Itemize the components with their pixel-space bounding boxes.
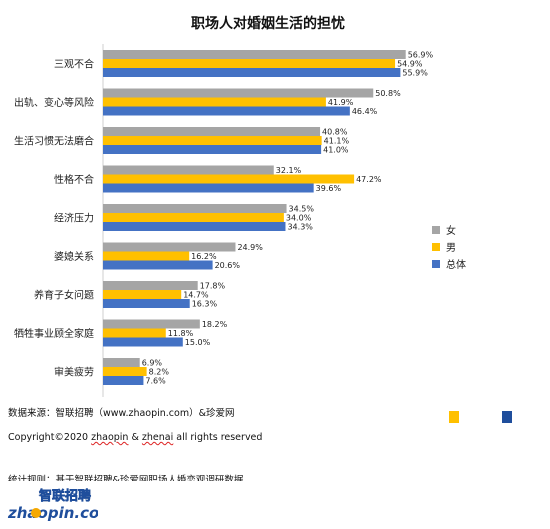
bar-value-label: 47.2% <box>356 175 382 184</box>
bar <box>103 204 287 213</box>
bar <box>103 376 144 385</box>
bar <box>103 165 274 175</box>
legend-swatch <box>432 260 440 268</box>
legend-label: 女 <box>446 224 456 237</box>
bar <box>103 367 147 376</box>
category-label: 养育子女问题 <box>34 289 94 302</box>
bar <box>103 251 190 261</box>
bar <box>103 299 190 308</box>
bar-value-label: 41.1% <box>324 137 350 146</box>
bar-value-label: 34.0% <box>286 214 312 223</box>
bar-value-label: 17.8% <box>200 282 226 291</box>
bars-group: 56.9%54.9%55.9% 50.8% 41.9%46.4% 40.8%41.1%… <box>103 50 434 386</box>
bar-value-label: 6.9% <box>142 359 163 368</box>
bar <box>103 68 401 77</box>
bar-value-label: 15.0% <box>185 338 211 347</box>
bar-value-label: 46.4% <box>352 107 378 116</box>
copyright-prefix: Copyright©2020 <box>8 432 92 443</box>
copyright-amp: & <box>128 432 142 443</box>
copyright-suffix: all rights reserved <box>173 432 263 443</box>
bar-value-label: 50.8% <box>375 89 401 98</box>
category-label: 审美疲劳 <box>54 366 94 379</box>
bar <box>103 174 355 184</box>
bar <box>103 50 406 59</box>
bar <box>103 290 182 299</box>
bar <box>103 358 140 367</box>
bar-value-label: 8.2% <box>149 368 170 377</box>
bar-value-label: 11.8% <box>168 329 194 338</box>
bar-value-label: 41.9% <box>328 98 354 107</box>
bar-value-label: 24.9% <box>237 243 263 252</box>
legend-label: 总体 <box>446 258 466 271</box>
bar-value-label: 18.2% <box>202 320 228 329</box>
chart-title: 职场人对婚姻生活的担忧 <box>191 15 345 32</box>
bar <box>103 337 183 347</box>
bar-value-label: 16.2% <box>191 252 217 261</box>
copyright-brand-zhaopin: zhaopin <box>91 432 129 443</box>
bar-value-label: 34.3% <box>287 223 313 232</box>
category-label: 生活习惯无法磨合 <box>14 135 94 148</box>
category-labels: 三观不合出轨、变心等风险生活习惯无法磨合性格不合经济压力婆媳关系养育子女问题牺牲… <box>14 58 94 379</box>
bar <box>103 281 198 290</box>
logo-line2: zhaopin.com <box>7 504 98 522</box>
yellow-square <box>449 411 459 423</box>
category-label: 三观不合 <box>54 58 94 71</box>
bar <box>103 222 286 231</box>
legend-label: 男 <box>446 242 456 254</box>
bar <box>103 127 321 136</box>
bar <box>103 260 213 270</box>
bar-value-label: 41.0% <box>323 146 349 155</box>
legend-swatch <box>432 243 440 251</box>
category-label: 经济压力 <box>54 212 94 225</box>
bar-value-label: 14.7% <box>183 291 209 300</box>
bar-value-label: 56.9% <box>408 51 434 60</box>
copyright-note: Copyright©2020 zhaopin & zhenai all righ… <box>8 432 262 443</box>
bar <box>103 183 314 193</box>
legend-swatch <box>432 226 440 234</box>
category-label: 性格不合 <box>54 173 94 186</box>
method-note: 统计规则：基于智联招聘&珍爱网职场人婚恋观调研数据 <box>8 475 244 481</box>
bar <box>103 242 236 252</box>
bar-value-label: 54.9% <box>397 60 423 69</box>
bar-value-label: 40.8% <box>322 128 348 137</box>
bar-value-label: 16.3% <box>192 300 218 309</box>
source-note: 数据来源：智联招聘（www.zhaopin.com）&珍爱网 <box>8 408 235 419</box>
bar <box>103 145 322 154</box>
zhaopin-logo: 智联招聘 zhaopin.com <box>7 488 98 522</box>
bar <box>103 106 350 116</box>
copyright-brand-zhenai: zhenai <box>141 432 174 443</box>
bar-value-label: 34.5% <box>289 205 315 214</box>
bar <box>103 213 284 222</box>
blue-square <box>502 411 512 423</box>
category-label: 出轨、变心等风险 <box>14 96 94 109</box>
bar-value-label: 20.6% <box>215 261 241 270</box>
bar <box>103 97 326 107</box>
bar <box>103 328 166 338</box>
bar <box>103 319 200 329</box>
bar-value-label: 55.9% <box>402 69 428 78</box>
bar <box>103 59 396 68</box>
logo-dot-icon <box>31 508 41 518</box>
category-label: 婆媳关系 <box>54 250 94 263</box>
bar <box>103 88 374 98</box>
logo-line1: 智联招聘 <box>39 488 91 504</box>
bar-value-label: 32.1% <box>276 166 302 175</box>
bar-value-label: 39.6% <box>316 184 342 193</box>
bar <box>103 136 322 145</box>
bar-value-label: 7.6% <box>145 377 166 386</box>
category-label: 牺牲事业顾全家庭 <box>14 327 94 340</box>
